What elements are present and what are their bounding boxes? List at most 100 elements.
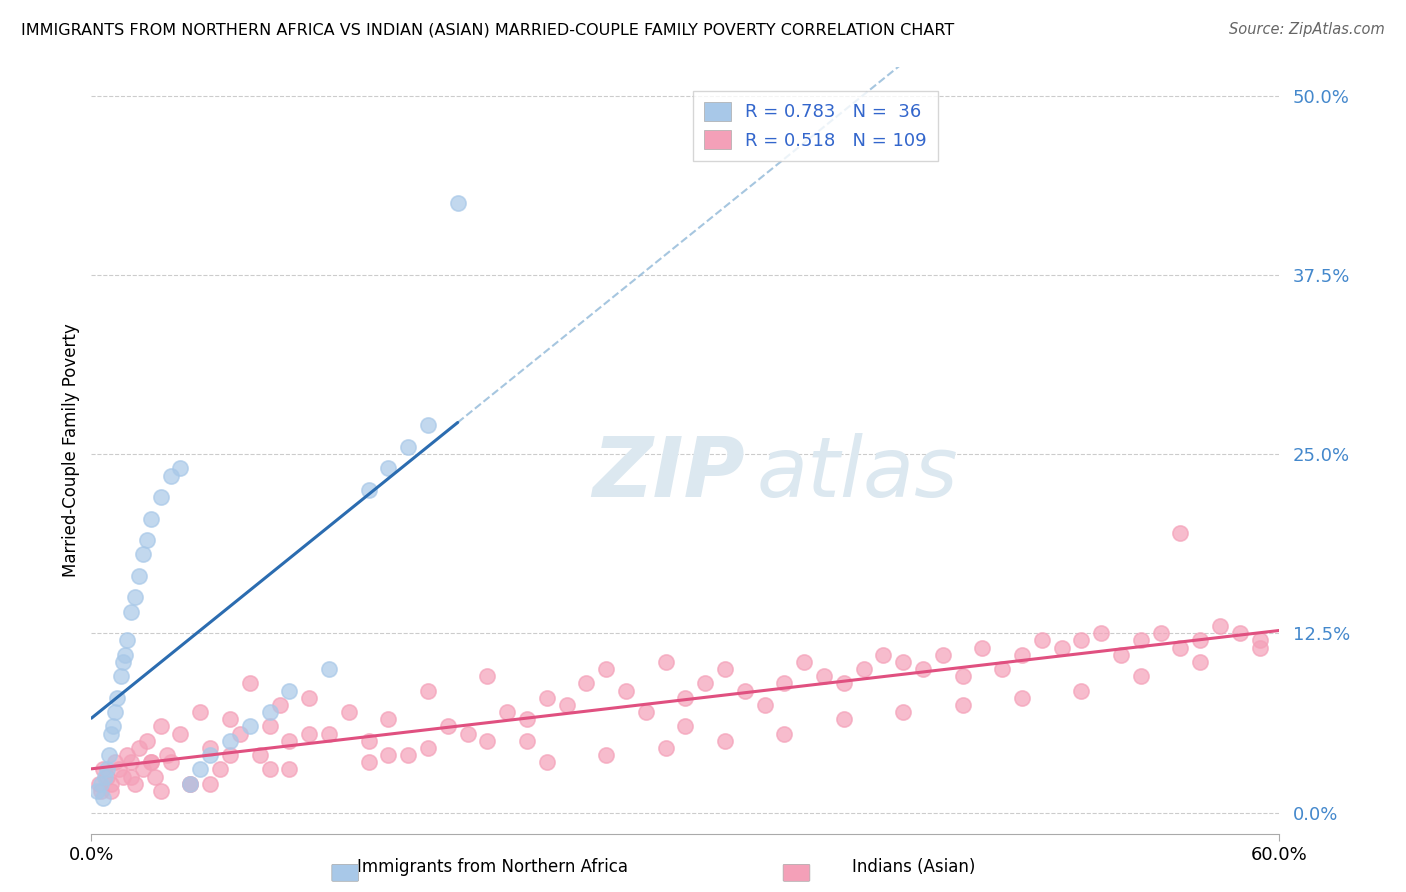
Point (416, 741, 439, 756)
Point (124, 591, 146, 605)
Point (115, 748, 138, 763)
Point (169, 726, 191, 740)
Point (1209, 619, 1232, 633)
Point (416, 418, 439, 433)
Point (100, 784, 122, 798)
Point (673, 690, 696, 705)
Point (1070, 633, 1092, 648)
Point (773, 726, 796, 740)
Point (377, 712, 399, 726)
Point (555, 698, 578, 712)
Point (357, 756, 380, 770)
Point (86, 784, 108, 798)
Point (132, 763, 155, 777)
Point (259, 763, 281, 777)
Point (714, 662, 737, 676)
Point (813, 669, 835, 683)
Point (1249, 640, 1271, 655)
Point (416, 683, 439, 698)
Point (357, 734, 380, 748)
Point (734, 683, 756, 698)
Point (128, 569, 150, 583)
Point (1090, 626, 1112, 640)
Point (396, 440, 419, 454)
Point (654, 741, 676, 756)
Point (219, 734, 242, 748)
Point (1249, 633, 1271, 648)
Point (1129, 669, 1152, 683)
Point (169, 461, 191, 475)
Point (536, 690, 558, 705)
Point (595, 662, 617, 676)
Point (179, 777, 201, 791)
Point (239, 676, 262, 690)
Point (1109, 648, 1132, 662)
Point (673, 719, 696, 733)
Point (278, 683, 301, 698)
Legend: R = 0.783   N =  36, R = 0.518   N = 109: R = 0.783 N = 36, R = 0.518 N = 109 (693, 91, 938, 161)
Point (377, 748, 399, 763)
Point (932, 648, 955, 662)
Point (149, 784, 172, 798)
Point (139, 756, 162, 770)
Point (219, 748, 242, 763)
Point (143, 770, 166, 784)
Point (298, 726, 321, 740)
Point (575, 676, 598, 690)
Point (110, 669, 132, 683)
Point (318, 662, 340, 676)
Point (1129, 633, 1152, 648)
Point (496, 705, 519, 719)
Point (595, 748, 617, 763)
Point (754, 698, 776, 712)
Point (259, 705, 281, 719)
Point (120, 770, 142, 784)
Point (972, 640, 994, 655)
Text: ZIP: ZIP (592, 433, 745, 514)
Point (1189, 655, 1212, 669)
Text: Indians (Asian): Indians (Asian) (852, 858, 976, 876)
Point (952, 698, 974, 712)
Point (1170, 640, 1192, 655)
Point (357, 483, 380, 497)
Point (298, 690, 321, 705)
Point (132, 548, 155, 562)
Point (793, 655, 815, 669)
Point (159, 756, 181, 770)
Point (695, 676, 717, 690)
Point (239, 719, 262, 733)
Point (457, 726, 479, 740)
Point (278, 763, 301, 777)
Point (1011, 648, 1033, 662)
Point (1189, 633, 1212, 648)
Point (1070, 683, 1092, 698)
Point (249, 748, 271, 763)
Point (139, 756, 162, 770)
Point (1050, 640, 1073, 655)
Y-axis label: Married-Couple Family Poverty: Married-Couple Family Poverty (62, 324, 80, 577)
Point (179, 777, 201, 791)
Point (98, 748, 121, 763)
Point (104, 756, 127, 770)
Point (318, 726, 340, 740)
Point (891, 655, 914, 669)
Point (188, 705, 211, 719)
Point (96, 770, 118, 784)
Point (773, 676, 796, 690)
Point (159, 468, 181, 483)
Point (209, 763, 232, 777)
Point (396, 748, 419, 763)
Point (832, 676, 855, 690)
Point (1229, 626, 1251, 640)
Point (614, 683, 637, 698)
Point (634, 705, 657, 719)
Point (135, 533, 157, 547)
Point (219, 712, 242, 726)
Text: Immigrants from Northern Africa: Immigrants from Northern Africa (357, 858, 627, 876)
Point (1031, 633, 1053, 648)
Point (269, 698, 291, 712)
Point (278, 734, 301, 748)
Point (90, 777, 112, 791)
Point (120, 756, 142, 770)
Point (94, 770, 117, 784)
